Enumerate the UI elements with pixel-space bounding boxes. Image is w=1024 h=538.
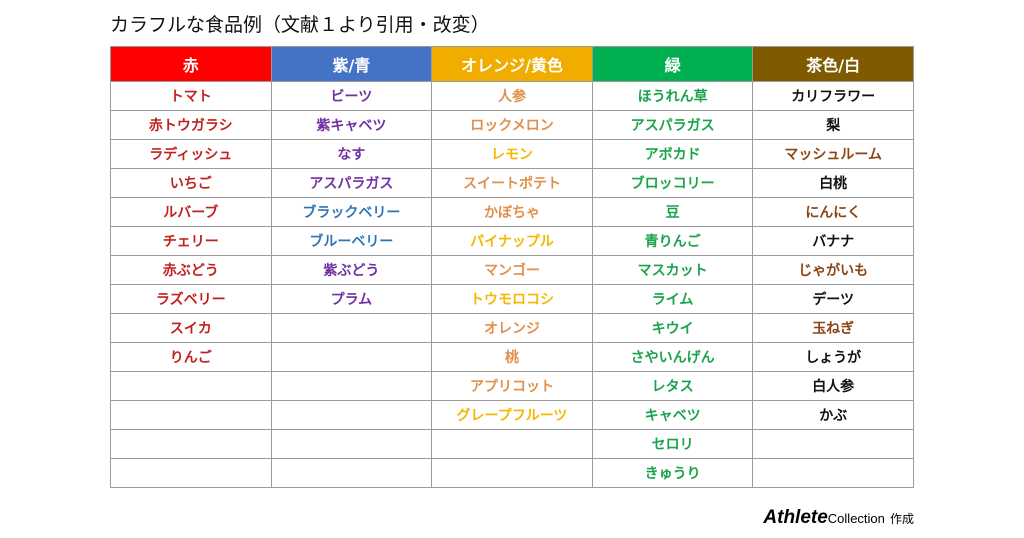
table-row: チェリー ブルーベリー パイナップル 青りんご バナナ (110, 226, 914, 256)
food-item: ブルーベリー (270, 226, 433, 256)
table-row: セロリ (110, 429, 914, 459)
food-item: さやいんげん (591, 342, 754, 372)
brand-logo-collection: Collection (827, 511, 885, 526)
food-item: レモン (431, 139, 593, 169)
food-item: ほうれん草 (591, 81, 754, 111)
table-cell (110, 400, 272, 430)
table-row: アプリコット レタス 白人参 (110, 371, 914, 401)
food-item: きゅうり (591, 458, 754, 488)
food-item: にんにく (752, 197, 914, 227)
food-item: マッシュルーム (752, 139, 914, 169)
food-item: アスパラガス (591, 110, 754, 140)
food-item: プラム (270, 284, 433, 314)
food-item: なす (270, 139, 433, 169)
food-item: バナナ (752, 226, 914, 256)
food-item: 梨 (752, 110, 914, 140)
food-item: アボカド (591, 139, 754, 169)
food-item: アスパラガス (270, 168, 433, 198)
food-item: じゃがいも (752, 255, 914, 285)
food-item: カリフラワー (752, 81, 914, 111)
food-item: トマト (110, 81, 272, 111)
table-cell (110, 429, 272, 459)
brand-logo-athlete: Athlete (763, 507, 828, 528)
column-header-1: 紫/青 (270, 46, 433, 82)
food-item: スイカ (110, 313, 272, 343)
food-item: パイナップル (431, 226, 593, 256)
food-item: 桃 (431, 342, 593, 372)
food-item: いちご (110, 168, 272, 198)
food-item: チェリー (110, 226, 272, 256)
food-item: りんご (110, 342, 272, 372)
table-row: きゅうり (110, 458, 914, 488)
column-header-4: 茶色/白 (752, 46, 914, 82)
header-row: 赤紫/青 オレンジ/黄色緑茶色/白 (110, 46, 914, 82)
table-row: ラディッシュ なす レモン アボカド マッシュルーム (110, 139, 914, 169)
table-row: 赤トウガラシ 紫キャベツ ロックメロン アスパラガス梨 (110, 110, 914, 140)
table-cell (110, 458, 272, 488)
table-row: りんご 桃さやいんげん しょうが (110, 342, 914, 372)
food-item: かぼちゃ (431, 197, 593, 227)
food-item: アプリコット (431, 371, 593, 401)
food-item: オレンジ (431, 313, 593, 343)
food-item: 青りんご (591, 226, 754, 256)
table-row: ルバーブ ブラックベリー かぼちゃ豆にんにく (110, 197, 914, 227)
food-item: トウモロコシ (431, 284, 593, 314)
page-title: カラフルな食品例（文献１より引用・改変） (110, 14, 490, 36)
table-cell (270, 400, 433, 430)
food-item: ロックメロン (431, 110, 593, 140)
food-item: 紫ぶどう (270, 255, 433, 285)
food-item: 玉ねぎ (752, 313, 914, 343)
food-item: スイートポテト (431, 168, 593, 198)
credit-line: AthleteCollection 作成 (763, 507, 914, 529)
food-item: ライム (591, 284, 754, 314)
table-header: 赤紫/青 オレンジ/黄色緑茶色/白 (110, 46, 914, 82)
table-row: 赤ぶどう 紫ぶどう マンゴー マスカット じゃがいも (110, 255, 914, 285)
table-row: トマト ビーツ 人参 ほうれん草 カリフラワー (110, 81, 914, 111)
food-item: ラディッシュ (110, 139, 272, 169)
food-item: キャベツ (591, 400, 754, 430)
table-cell (431, 429, 593, 459)
table-row: グレープフルーツ キャベツ かぶ (110, 400, 914, 430)
table-cell (110, 371, 272, 401)
food-item: 白桃 (752, 168, 914, 198)
food-item: ルバーブ (110, 197, 272, 227)
table-cell (270, 371, 433, 401)
food-item: 白人参 (752, 371, 914, 401)
food-item: ビーツ (270, 81, 433, 111)
column-header-0: 赤 (110, 46, 272, 82)
food-item: セロリ (591, 429, 754, 459)
food-item: しょうが (752, 342, 914, 372)
table-row: スイカ オレンジ キウイ 玉ねぎ (110, 313, 914, 343)
table-body: トマト ビーツ 人参 ほうれん草 カリフラワー 赤トウガラシ 紫キャベツ ロックメロン アスパラ… (110, 81, 914, 488)
table-cell (752, 458, 914, 488)
food-item: キウイ (591, 313, 754, 343)
food-item: かぶ (752, 400, 914, 430)
food-item: 赤トウガラシ (110, 110, 272, 140)
table-cell (270, 342, 433, 372)
food-item: レタス (591, 371, 754, 401)
column-header-3: 緑 (591, 46, 754, 82)
food-item: 豆 (591, 197, 754, 227)
credit-suffix: 作成 (889, 512, 914, 526)
table-cell (270, 313, 433, 343)
table-cell (431, 458, 593, 488)
food-item: マスカット (591, 255, 754, 285)
food-item: ブラックベリー (270, 197, 433, 227)
table-cell (752, 429, 914, 459)
table-row: いちご アスパラガス スイートポテト ブロッコリー 白桃 (110, 168, 914, 198)
table-cell (270, 429, 433, 459)
food-item: 赤ぶどう (110, 255, 272, 285)
food-item: マンゴー (431, 255, 593, 285)
table-cell (270, 458, 433, 488)
food-color-table: 赤紫/青 オレンジ/黄色緑茶色/白 トマト ビーツ 人参 ほうれん草 カリフラワー 赤トウガ… (110, 46, 914, 488)
food-item: グレープフルーツ (431, 400, 593, 430)
food-item: ブロッコリー (591, 168, 754, 198)
food-item: デーツ (752, 284, 914, 314)
column-header-2: オレンジ/黄色 (431, 46, 593, 82)
food-item: ラズベリー (110, 284, 272, 314)
food-item: 紫キャベツ (270, 110, 433, 140)
table-row: ラズベリー プラム トウモロコシ ライム デーツ (110, 284, 914, 314)
food-item: 人参 (431, 81, 593, 111)
